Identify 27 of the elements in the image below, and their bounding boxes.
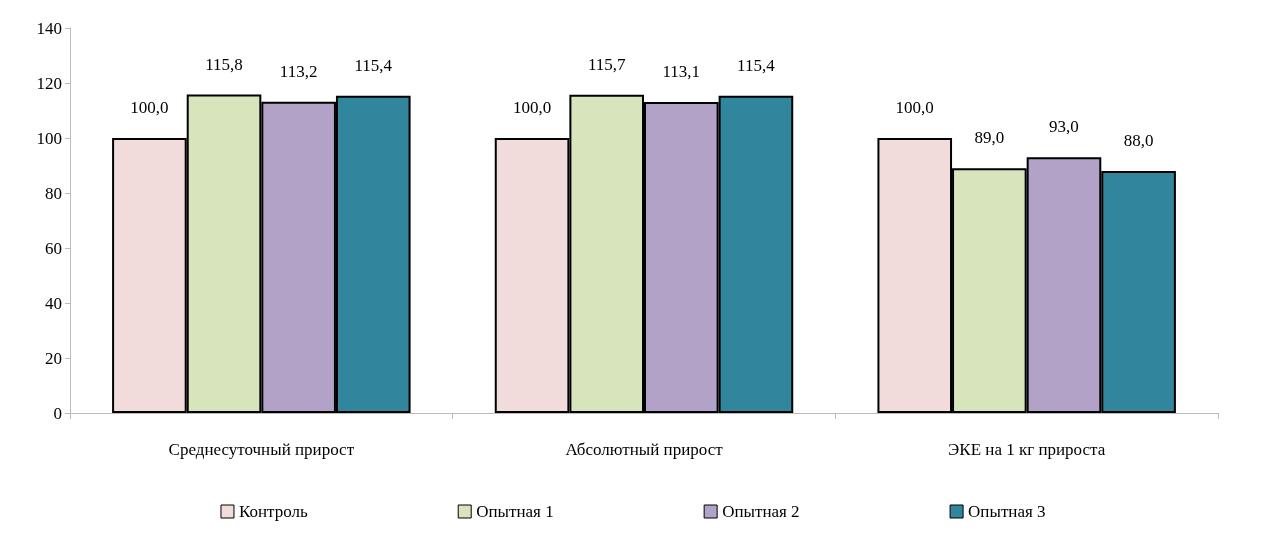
data-label: 115,7 bbox=[587, 54, 626, 74]
data-label: 113,1 bbox=[662, 61, 701, 81]
data-label: 89,0 bbox=[974, 128, 1005, 148]
data-label: 115,4 bbox=[737, 55, 776, 75]
legend-label: Контроль bbox=[238, 502, 308, 521]
x-tick-label: ЭКЕ на 1 кг прироста bbox=[948, 440, 1106, 459]
y-tick-label: 100 bbox=[36, 128, 62, 148]
y-tick-label: 60 bbox=[45, 238, 62, 258]
data-label: 88,0 bbox=[1123, 131, 1154, 150]
data-label: 100,0 bbox=[895, 98, 934, 117]
data-label: 100,0 bbox=[130, 98, 169, 117]
x-tick-label: Абсолютный прирост bbox=[565, 440, 724, 459]
y-tick-label: 40 bbox=[45, 293, 62, 313]
legend-label: Опытная 1 bbox=[476, 502, 554, 521]
data-label: 113,2 bbox=[279, 61, 318, 81]
y-tick-label: 80 bbox=[45, 183, 62, 203]
y-tick-label: 0 bbox=[53, 403, 62, 423]
data-label: 93,0 bbox=[1049, 117, 1079, 137]
x-tick-label: Среднесуточный прирост bbox=[168, 440, 355, 459]
data-label: 115,4 bbox=[354, 55, 393, 75]
y-tick-label: 120 bbox=[36, 73, 62, 93]
y-tick-label: 20 bbox=[45, 348, 62, 368]
legend-label: Опытная 2 bbox=[722, 502, 800, 521]
data-label: 115,8 bbox=[205, 54, 243, 74]
y-tick-label: 140 bbox=[36, 18, 62, 38]
legend-label: Опытная 3 bbox=[968, 502, 1046, 521]
data-label: 100,0 bbox=[512, 98, 552, 117]
